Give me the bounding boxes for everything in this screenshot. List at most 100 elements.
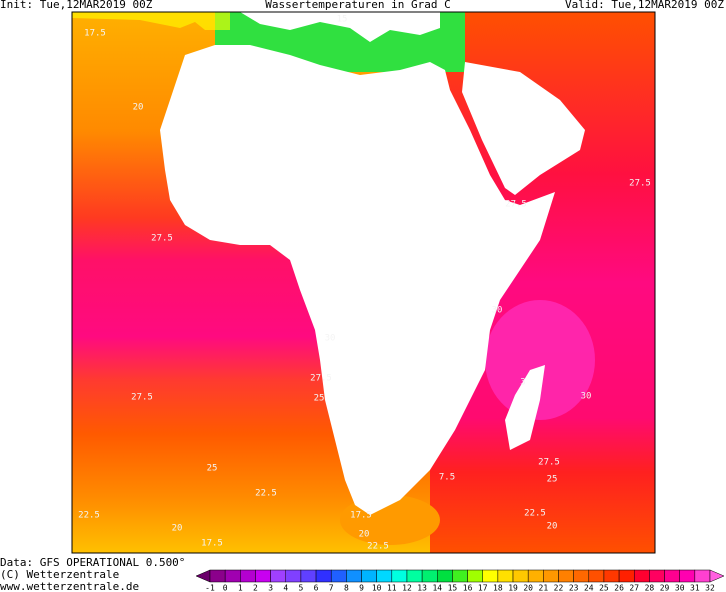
contour-label: 25 (314, 394, 325, 404)
colorbar-segment (467, 569, 483, 583)
init-time: Init: Tue,12MAR2019 00Z (0, 0, 153, 11)
colorbar-tick-label: 17 (478, 584, 488, 592)
colorbar-tick-label: 7 (329, 584, 334, 592)
colorbar-tick-label: 23 (569, 584, 579, 592)
colorbar-tick-label: 8 (344, 584, 349, 592)
colorbar-tick-label: -1 (205, 584, 215, 592)
colorbar-tick-label: 4 (283, 584, 288, 592)
contour-label: 20 (547, 522, 558, 532)
contour-label: 27.5 (505, 200, 527, 210)
contour-label: 20 (359, 530, 370, 540)
land (240, 12, 440, 42)
map: 17.5 15 20 27.5 27.5 27.5 30 30 27.5 27.5 25 3 30 25 2… (71, 11, 656, 554)
title: Wassertemperaturen in Grad C (265, 0, 450, 11)
colorbar-segment (664, 569, 680, 583)
footer-line: (C) Wetterzentrale (0, 568, 119, 581)
colorbar-tick-label: 19 (508, 584, 518, 592)
valid-time: Valid: Tue,12MAR2019 00Z (565, 0, 724, 11)
colorbar-tick-label: 11 (387, 584, 397, 592)
colorbar-segment (224, 569, 241, 583)
colorbar-tick-label: 14 (432, 584, 442, 592)
colorbar-tick-label: 30 (675, 584, 685, 592)
contour-label: 22.5 (367, 542, 389, 552)
contour-label: 30 (581, 392, 592, 402)
colorbar-tick-label: 0 (223, 584, 228, 592)
contour-label: 27.5 (629, 179, 651, 189)
contour-label: 17.5 (350, 511, 372, 521)
contour-label: 22.5 (255, 489, 277, 499)
contour-label: 22.5 (524, 509, 546, 519)
colorbar-tick-label: 32 (705, 584, 715, 592)
colorbar-tick-label: 28 (645, 584, 655, 592)
contour-label: 25 (207, 464, 218, 474)
colorbar-segment (421, 569, 438, 583)
colorbar-segment (270, 569, 287, 583)
colorbar-segment (330, 569, 347, 583)
contour-label: 27.5 (310, 374, 332, 384)
colorbar-segment (558, 569, 574, 583)
colorbar-segment (452, 569, 468, 583)
contour-label: 27.5 (538, 458, 560, 468)
colorbar-tick-label: 31 (690, 584, 700, 592)
colorbar-tick-label: 29 (660, 584, 670, 592)
contour-label: 7.5 (439, 473, 455, 483)
colorbar-segment (527, 569, 544, 583)
contour-label: 15 (337, 15, 348, 25)
colorbar-segment (618, 569, 635, 583)
colorbar-segment (240, 569, 256, 583)
colorbar-tick-label: 26 (614, 584, 624, 592)
land (462, 62, 585, 195)
colorbar-segment (255, 569, 271, 583)
footer-line: www.wetterzentrale.de (0, 580, 139, 592)
contour-label: 22.5 (78, 511, 100, 521)
colorbar-tick-label: 9 (359, 584, 364, 592)
colorbar-tick-label: 10 (372, 584, 382, 592)
colorbar-segment (300, 569, 317, 583)
colorbar-arrow (709, 569, 725, 583)
colorbar-tick-label: 12 (402, 584, 412, 592)
map-frame (71, 11, 656, 554)
colorbar-segment (694, 569, 711, 583)
colorbar-segment (543, 569, 559, 583)
colorbar-tick-label: 27 (629, 584, 639, 592)
contour-label: 17.5 (84, 29, 106, 39)
contour-label: 27.5 (131, 393, 153, 403)
warm-area (485, 300, 595, 420)
colorbar-segment (497, 569, 514, 583)
colorbar-segment (679, 569, 696, 583)
colorbar-segment (315, 569, 332, 583)
colorbar-tick-label: 21 (539, 584, 549, 592)
contour-label: 20 (133, 103, 144, 113)
colorbar-segment (588, 569, 605, 583)
colorbar-segment (482, 569, 499, 583)
contour-label: 20 (172, 524, 183, 534)
footer-line: Data: GFS OPERATIONAL 0.500° (0, 556, 185, 569)
colorbar-tick-label: 20 (523, 584, 533, 592)
colorbar-tick-label: 3 (268, 584, 273, 592)
colorbar-segment (391, 569, 408, 583)
contour-label: 27.5 (151, 234, 173, 244)
colorbar-tick-label: 24 (584, 584, 594, 592)
colorbar-segment (437, 569, 453, 583)
sea (72, 12, 230, 30)
colorbar-tick-label: 5 (298, 584, 303, 592)
contour-label: 3 (520, 378, 525, 388)
colorbar-tick-label: 15 (448, 584, 458, 592)
colorbar-segment (573, 569, 590, 583)
colorbar-segment (376, 569, 393, 583)
colorbar-tick-label: 1 (238, 584, 243, 592)
colorbar-tick-label: 13 (417, 584, 427, 592)
colorbar-segment (603, 569, 620, 583)
land (160, 45, 555, 515)
colorbar-tick-label: 18 (493, 584, 503, 592)
colorbar-segment (649, 569, 665, 583)
colorbar-segment (406, 569, 423, 583)
colorbar-tick-label: 2 (253, 584, 258, 592)
contour-label: 30 (325, 334, 336, 344)
colorbar-segment (209, 569, 226, 583)
colorbar-tick-label: 22 (554, 584, 564, 592)
colorbar-tick-label: 25 (599, 584, 609, 592)
colorbar-arrow (195, 569, 211, 583)
colorbar-tick-label: 6 (314, 584, 319, 592)
